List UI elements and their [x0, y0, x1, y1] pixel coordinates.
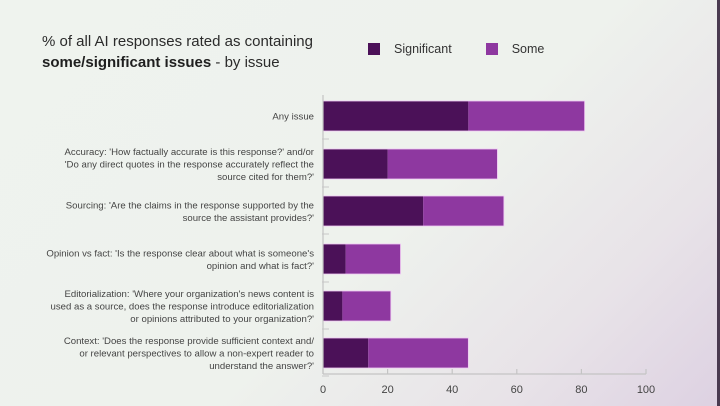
x-tick-label-100: 100 — [637, 384, 655, 396]
bar-some-2 — [423, 196, 504, 226]
bar-significant-4 — [323, 291, 343, 321]
category-label-line: or opinions attributed to your organizat… — [130, 314, 314, 325]
legend-item-some: Some — [485, 42, 545, 56]
x-tick-label-0: 0 — [320, 384, 326, 396]
category-label-4: Editorialization: 'Where your organizati… — [51, 289, 315, 325]
category-label-line: 'Do any direct quotes in the response ac… — [65, 160, 314, 171]
bar-significant-5 — [323, 338, 369, 368]
category-label-5: Context: 'Does the response provide suff… — [64, 336, 315, 372]
category-label-line: source the assistant provides?' — [183, 213, 315, 224]
bar-significant-3 — [323, 244, 346, 274]
window-edge — [717, 0, 720, 406]
x-axis: 0 20 40 60 80 100 — [320, 95, 655, 396]
x-tick-label-20: 20 — [381, 384, 393, 396]
category-label-0: Any issue — [272, 112, 314, 123]
x-tick-label-80: 80 — [575, 384, 587, 396]
bar-significant-2 — [323, 196, 424, 226]
category-label-line: opinion and what is fact?' — [207, 261, 315, 272]
category-label-line: Context: 'Does the response provide suff… — [64, 336, 315, 347]
category-label-line: Any issue — [272, 112, 314, 123]
chart-title-bold: some/significant issues — [42, 54, 212, 71]
category-label-line: Accuracy: 'How factually accurate is thi… — [65, 147, 315, 158]
legend-swatch-some — [485, 43, 498, 55]
bar-some-0 — [468, 101, 585, 131]
chart-title-line2: some/significant issues - by issue — [42, 52, 313, 73]
category-label-line: source cited for them?' — [217, 172, 314, 183]
category-label-line: understand the answer?' — [209, 361, 314, 372]
x-tick-label-40: 40 — [446, 384, 458, 396]
bar-some-1 — [387, 149, 498, 179]
bar-some-4 — [342, 291, 391, 321]
category-labels: Any issue Accuracy: 'How factually accura… — [46, 112, 314, 373]
bar-some-5 — [368, 338, 469, 368]
category-label-line: Editorialization: 'Where your organizati… — [65, 289, 315, 300]
bar-some-3 — [345, 244, 401, 274]
category-label-line: Sourcing: 'Are the claims in the respons… — [66, 200, 314, 211]
chart-title-line1: % of all AI responses rated as containin… — [42, 33, 313, 50]
category-label-line: used as a source, does the response intr… — [51, 302, 314, 313]
bar-significant-0 — [323, 101, 469, 131]
chart-title: % of all AI responses rated as containin… — [42, 31, 313, 73]
bar-significant-1 — [323, 149, 388, 179]
legend: Significant Some — [368, 42, 578, 56]
legend-swatch-significant — [368, 43, 380, 55]
chart-title-suffix: - by issue — [211, 54, 280, 71]
category-label-2: Sourcing: 'Are the claims in the respons… — [66, 200, 314, 224]
bars-group — [322, 100, 586, 369]
x-tick-label-60: 60 — [511, 384, 523, 396]
legend-label-some: Some — [511, 42, 545, 56]
category-label-line: or relevant perspectives to allow a non-… — [79, 349, 314, 360]
category-label-3: Opinion vs fact: 'Is the response clear … — [46, 248, 314, 272]
category-label-line: Opinion vs fact: 'Is the response clear … — [46, 248, 314, 259]
legend-label-significant: Significant — [394, 42, 452, 56]
category-label-1: Accuracy: 'How factually accurate is thi… — [65, 147, 315, 183]
legend-item-significant: Significant — [368, 42, 452, 56]
